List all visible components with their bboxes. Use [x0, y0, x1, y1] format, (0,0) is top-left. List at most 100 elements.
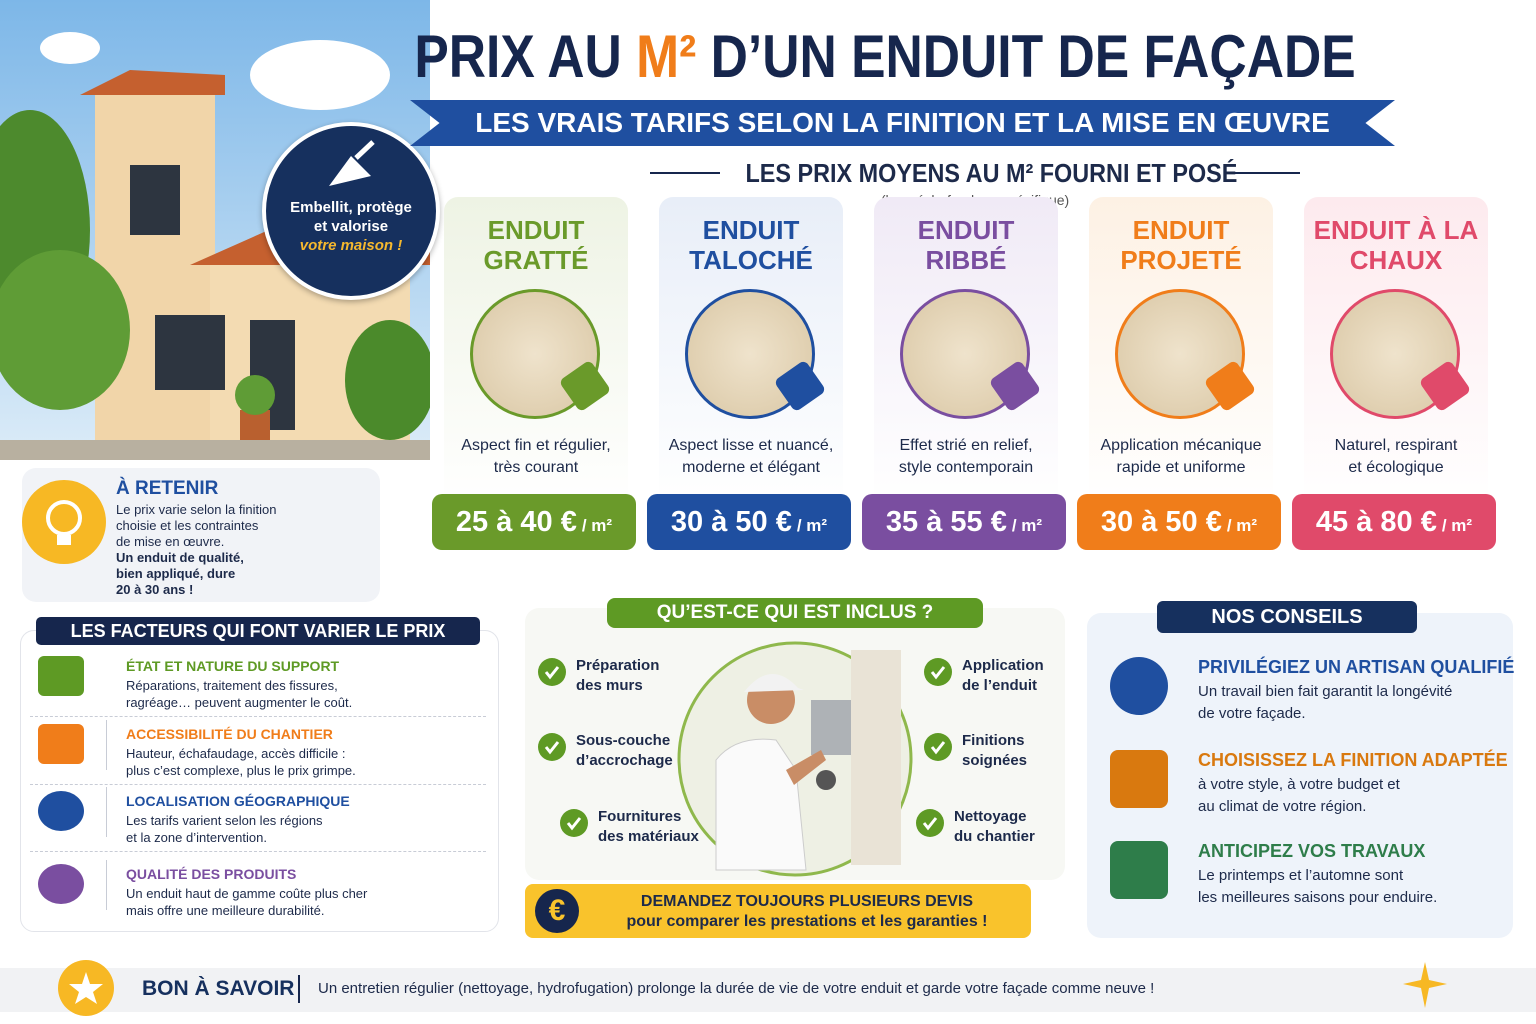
text-line: les meilleures saisons pour enduire.	[1198, 889, 1438, 906]
price: 45 à 80 €	[1315, 506, 1437, 538]
badge-line: et valorise	[313, 218, 389, 235]
euro-icon: €	[535, 889, 579, 933]
advice-icon	[1110, 657, 1168, 715]
card-description: Naturel, respirant et écologique	[1294, 435, 1498, 479]
card-title: ENDUIT RIBBÉ	[874, 215, 1058, 275]
price-unit: / m²	[581, 516, 613, 535]
text-line: de l’enduit	[962, 677, 1037, 694]
check-mark	[566, 817, 582, 831]
text-line: de votre façade.	[1198, 705, 1306, 722]
price-tag: 30 à 50 € / m²	[1077, 494, 1281, 550]
text-line: Hauteur, échafaudage, accès difficile :	[126, 746, 346, 761]
included-item: Application de l’enduit	[962, 656, 1044, 696]
text-line: des matériaux	[598, 828, 699, 845]
text-line: Fournitures	[598, 808, 682, 825]
bulb-icon	[22, 480, 106, 564]
text-line: de mise en œuvre.	[116, 534, 225, 549]
description-line: style contemporain	[898, 459, 1034, 476]
footer	[0, 968, 1536, 1012]
description-line: Effet strié en relief,	[899, 437, 1033, 454]
badge-line: Embellit, protège	[290, 199, 412, 216]
text-line: d’accrochage	[576, 752, 673, 769]
badge: Embellit, protège et valorise votre mais…	[262, 122, 440, 300]
text-line: Application	[962, 657, 1044, 674]
description-line: Application mécanique	[1100, 437, 1262, 454]
description-line: Naturel, respirant	[1334, 437, 1458, 454]
footer-text: Un entretien régulier (nettoyage, hydrof…	[318, 980, 1155, 997]
card-description: Application mécanique rapide et uniforme	[1079, 435, 1283, 479]
check-icon	[538, 658, 566, 686]
badge-tagline: votre maison !	[299, 237, 403, 254]
icon-divider	[106, 720, 107, 770]
check-mark	[922, 817, 938, 831]
factor-title: LOCALISATION GÉOGRAPHIQUE	[126, 793, 350, 809]
check-mark	[930, 666, 946, 680]
card-title: ENDUIT TALOCHÉ	[659, 215, 843, 275]
text-line: du chantier	[954, 828, 1035, 845]
factor-text: Hauteur, échafaudage, accès difficile : p…	[126, 745, 356, 779]
description-line: moderne et élégant	[682, 459, 820, 476]
advice-title: CHOISISSEZ LA FINITION ADAPTÉE	[1198, 750, 1508, 770]
title-highlight: M²	[636, 23, 697, 90]
badge-text: Embellit, protège et valorise votre mais…	[266, 198, 436, 255]
title-line: TALOCHÉ	[689, 245, 813, 275]
included-item: Préparation des murs	[576, 656, 659, 696]
text-line: des murs	[576, 677, 643, 694]
card-title: ENDUIT GRATTÉ	[444, 215, 628, 275]
price-unit: / m²	[1441, 516, 1473, 535]
title-line: ENDUIT	[917, 215, 1015, 245]
price: 25 à 40 €	[455, 506, 577, 538]
subtitle-ribbon	[410, 100, 1395, 146]
price-card: ENDUIT RIBBÉ Effet strié en relief, style c…	[874, 197, 1058, 507]
title-end: D’UN ENDUIT DE FAÇADE	[710, 23, 1356, 90]
star-glyph	[69, 972, 103, 1004]
title-start: PRIX AU	[414, 23, 622, 90]
trowel-icon	[329, 140, 375, 186]
text-line: Un travail bien fait garantit la longévi…	[1198, 683, 1453, 700]
advice-text: Le printemps et l’automne sont les meille…	[1198, 865, 1437, 909]
factor-title: ÉTAT ET NATURE DU SUPPORT	[126, 658, 340, 674]
title-line: RIBBÉ	[925, 245, 1007, 275]
advice-text: Un travail bien fait garantit la longévi…	[1198, 681, 1452, 725]
included-item: Fournitures des matériaux	[598, 807, 699, 847]
text-line: Le prix varie selon la finition	[116, 502, 277, 517]
price-unit: / m²	[796, 516, 828, 535]
devis-text: DEMANDEZ TOUJOURS PLUSIEURS DEVIS pour c…	[597, 892, 1017, 932]
check-glyph	[544, 741, 560, 755]
text-line: et la zone d’intervention.	[126, 830, 267, 845]
price-tag: 35 à 55 € / m²	[862, 494, 1066, 550]
advice-text: à votre style, à votre budget et au clima…	[1198, 774, 1400, 818]
factor-icon	[38, 656, 84, 696]
price: 30 à 50 €	[1100, 506, 1222, 538]
title-line: CHAUX	[1349, 245, 1443, 275]
text-line: Nettoyage	[954, 808, 1027, 825]
sparkle	[1403, 962, 1447, 1008]
factor-text: Les tarifs varient selon les régions et l…	[126, 812, 323, 846]
worker-illustration	[677, 641, 913, 877]
text-line: mais offre une meilleure durabilité.	[126, 903, 325, 918]
check-glyph	[922, 817, 938, 831]
price-card: ENDUIT GRATTÉ Aspect fin et régulier, très …	[444, 197, 628, 507]
advice-icon	[1110, 841, 1168, 899]
price: 30 à 50 €	[670, 506, 792, 538]
text-line: à votre style, à votre budget et	[1198, 776, 1400, 793]
text-line: ragréage… peuvent augmenter le coût.	[126, 695, 353, 710]
check-icon	[560, 809, 588, 837]
factor-title: QUALITÉ DES PRODUITS	[126, 866, 297, 882]
factor-text: Réparations, traitement des fissures, rag…	[126, 677, 352, 711]
text-line: au climat de votre région.	[1198, 798, 1367, 815]
factors-title: LES FACTEURS QUI FONT VARIER LE PRIX	[36, 617, 480, 645]
check-icon	[924, 658, 952, 686]
devis-title: DEMANDEZ TOUJOURS PLUSIEURS DEVIS	[640, 893, 974, 910]
text-line: choisie et les contraintes	[116, 518, 259, 533]
separator	[30, 716, 486, 717]
title-line: ENDUIT	[1132, 215, 1230, 245]
text-line: Les tarifs varient selon les régions	[126, 813, 323, 828]
icon-divider	[106, 860, 107, 910]
text-line: Préparation	[576, 657, 660, 674]
factor-icon	[38, 791, 84, 831]
retenir-text: Le prix varie selon la finition choisie …	[116, 502, 276, 598]
check-mark	[930, 741, 946, 755]
retenir-box: À RETENIR Le prix varie selon la finitio…	[22, 468, 380, 602]
